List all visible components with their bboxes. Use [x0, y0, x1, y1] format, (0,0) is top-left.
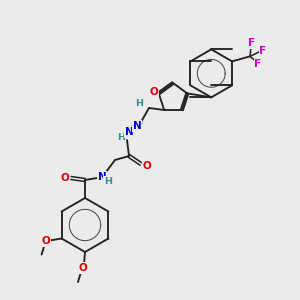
- Text: O: O: [79, 263, 87, 273]
- Text: H: H: [135, 100, 143, 109]
- Text: F: F: [260, 46, 267, 56]
- Text: O: O: [41, 236, 50, 245]
- Text: N: N: [98, 172, 106, 182]
- Text: N: N: [124, 127, 134, 137]
- Text: F: F: [248, 38, 256, 48]
- Text: F: F: [254, 59, 262, 69]
- Text: H: H: [104, 176, 112, 185]
- Text: N: N: [133, 121, 141, 131]
- Text: H: H: [117, 133, 125, 142]
- Text: O: O: [149, 87, 158, 98]
- Text: O: O: [61, 173, 69, 183]
- Text: O: O: [142, 161, 152, 171]
